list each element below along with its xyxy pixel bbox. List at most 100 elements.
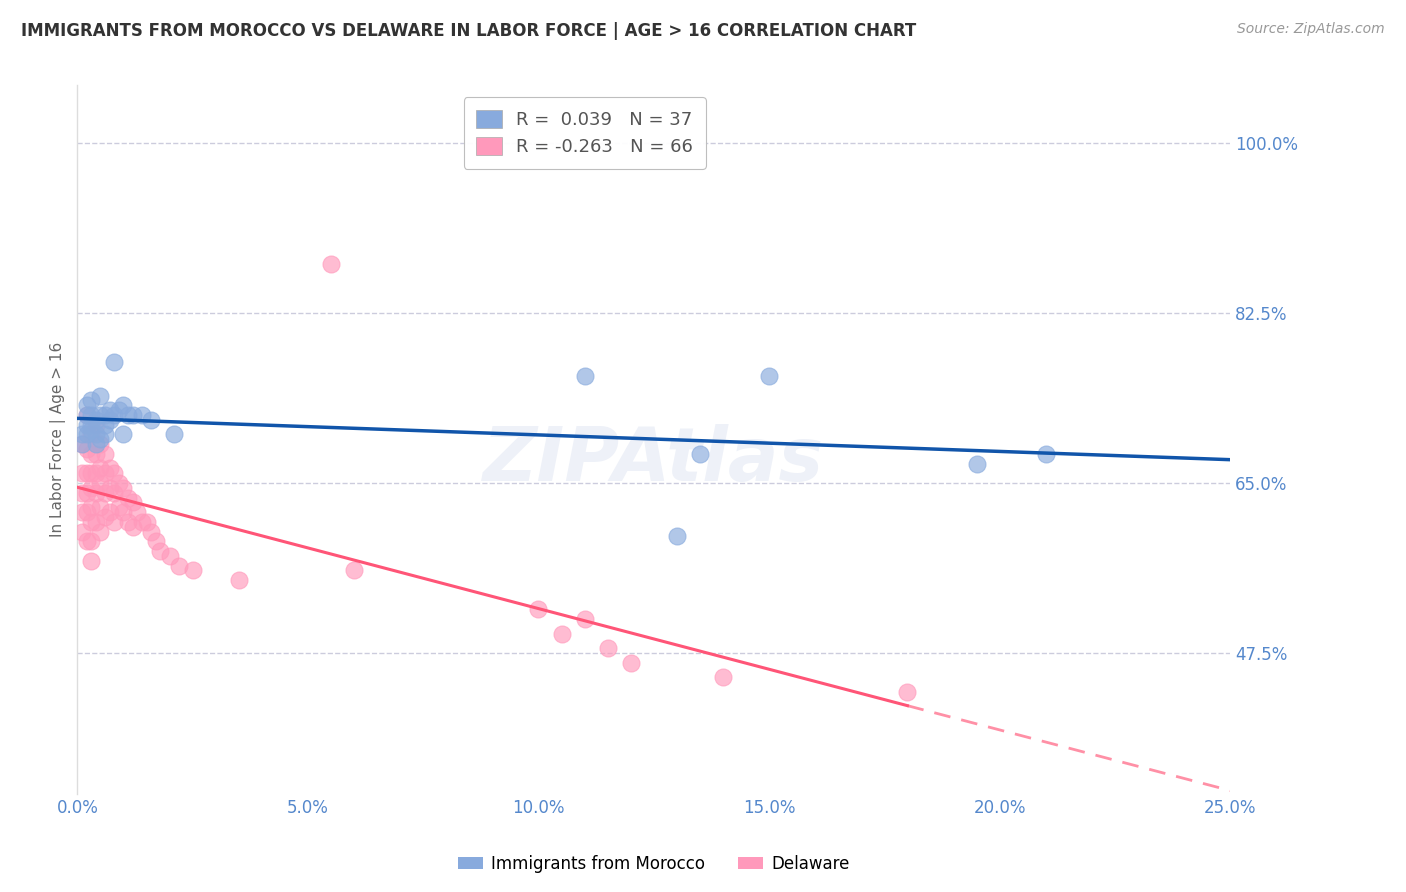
Point <box>76 398 98 412</box>
Point <box>76 442 98 456</box>
Point <box>98 481 121 495</box>
Point <box>76 467 98 481</box>
Point <box>84 485 107 500</box>
Point <box>89 388 111 402</box>
Point <box>665 529 688 543</box>
Point <box>84 515 107 529</box>
Point <box>76 534 98 549</box>
Point <box>76 408 98 422</box>
Point <box>135 515 157 529</box>
Point <box>76 505 98 519</box>
Point <box>94 467 117 481</box>
Point <box>689 447 711 461</box>
Point <box>139 413 162 427</box>
Point <box>112 481 135 495</box>
Point <box>574 369 596 384</box>
Point <box>103 354 125 368</box>
Point <box>80 393 103 408</box>
Point <box>117 491 139 505</box>
Point <box>80 427 103 442</box>
Point <box>84 413 107 427</box>
Point <box>159 549 181 563</box>
Point <box>896 685 918 699</box>
Point <box>89 461 111 475</box>
Text: IMMIGRANTS FROM MOROCCO VS DELAWARE IN LABOR FORCE | AGE > 16 CORRELATION CHART: IMMIGRANTS FROM MOROCCO VS DELAWARE IN L… <box>21 22 917 40</box>
Point <box>167 558 190 573</box>
Point <box>80 417 103 432</box>
Point <box>94 427 117 442</box>
Point <box>112 398 135 412</box>
Point <box>620 656 643 670</box>
Point <box>112 427 135 442</box>
Point <box>139 524 162 539</box>
Point <box>89 437 111 451</box>
Point <box>103 408 125 422</box>
Legend: Immigrants from Morocco, Delaware: Immigrants from Morocco, Delaware <box>451 848 856 880</box>
Point <box>80 554 103 568</box>
Point <box>596 641 619 656</box>
Point <box>84 447 107 461</box>
Point <box>117 408 139 422</box>
Point <box>98 413 121 427</box>
Point <box>80 500 103 515</box>
Text: ZIPAtlas: ZIPAtlas <box>484 424 824 497</box>
Point <box>76 427 98 442</box>
Point <box>98 461 121 475</box>
Point <box>527 602 550 616</box>
Point <box>89 476 111 491</box>
Point <box>80 447 103 461</box>
Point <box>89 524 111 539</box>
Point <box>574 612 596 626</box>
Point <box>94 485 117 500</box>
Point <box>70 437 93 451</box>
Point <box>84 427 107 442</box>
Point <box>76 417 98 432</box>
Point <box>70 437 93 451</box>
Point <box>149 544 172 558</box>
Point <box>550 626 572 640</box>
Point <box>711 670 734 684</box>
Point <box>89 433 111 447</box>
Point <box>80 534 103 549</box>
Point <box>117 515 139 529</box>
Point <box>127 505 149 519</box>
Point <box>70 467 93 481</box>
Point <box>70 524 93 539</box>
Point <box>966 457 988 471</box>
Point <box>112 505 135 519</box>
Point <box>121 495 143 509</box>
Point <box>131 515 153 529</box>
Point <box>181 564 204 578</box>
Point <box>94 510 117 524</box>
Point <box>758 369 780 384</box>
Point <box>98 403 121 417</box>
Point <box>94 447 117 461</box>
Point <box>343 564 366 578</box>
Text: Source: ZipAtlas.com: Source: ZipAtlas.com <box>1237 22 1385 37</box>
Point <box>94 417 117 432</box>
Point <box>70 505 93 519</box>
Point <box>80 408 103 422</box>
Point <box>1035 447 1057 461</box>
Point <box>80 467 103 481</box>
Point <box>228 573 250 587</box>
Point <box>94 408 117 422</box>
Point <box>70 485 93 500</box>
Point <box>108 403 131 417</box>
Point <box>89 500 111 515</box>
Legend: R =  0.039   N = 37, R = -0.263   N = 66: R = 0.039 N = 37, R = -0.263 N = 66 <box>464 97 706 169</box>
Point <box>98 505 121 519</box>
Point <box>145 534 167 549</box>
Point <box>319 257 342 271</box>
Point <box>121 408 143 422</box>
Point <box>103 515 125 529</box>
Point <box>121 520 143 534</box>
Point <box>84 467 107 481</box>
Point <box>163 427 186 442</box>
Point <box>84 417 107 432</box>
Point <box>70 427 93 442</box>
Point <box>108 476 131 491</box>
Point <box>103 485 125 500</box>
Point <box>131 408 153 422</box>
Point <box>84 437 107 451</box>
